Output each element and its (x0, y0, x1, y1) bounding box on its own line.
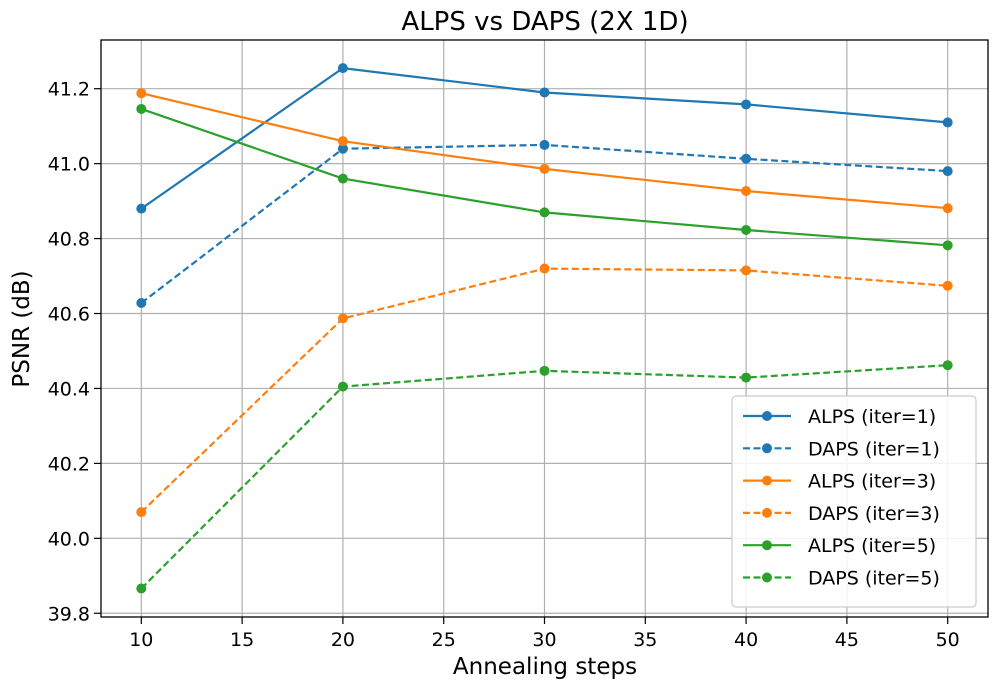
data-point (539, 139, 550, 150)
x-tick-label: 35 (633, 629, 657, 651)
legend-marker (762, 475, 772, 486)
data-point (942, 280, 953, 291)
data-point (942, 203, 953, 214)
data-point (539, 263, 550, 274)
legend-label: DAPS (iter=5) (808, 568, 940, 590)
data-point (539, 207, 550, 218)
data-point (136, 298, 147, 309)
data-point (136, 507, 147, 518)
legend-marker (762, 540, 772, 551)
data-point (539, 163, 550, 174)
x-tick-label: 30 (532, 629, 556, 651)
data-point (136, 583, 147, 594)
data-point (942, 360, 953, 371)
chart-title: ALPS vs DAPS (2X 1D) (401, 7, 688, 37)
x-tick-label: 10 (129, 629, 153, 651)
x-tick-label: 50 (936, 629, 960, 651)
data-point (741, 153, 752, 164)
data-point (942, 117, 953, 128)
x-tick-label: 25 (432, 629, 456, 651)
x-axis-label: Annealing steps (453, 654, 637, 680)
series-lines (136, 63, 953, 594)
data-point (741, 99, 752, 110)
data-point (741, 224, 752, 235)
legend: ALPS (iter=1) DAPS (iter=1) ALPS (iter=3) D… (731, 395, 977, 608)
axis-ticks: 10 15 20 25 30 35 40 45 50 39.8 40.0 40.2 40.4 40.6 40… (48, 79, 960, 651)
legend-marker (762, 572, 772, 583)
y-tick-label: 40.8 (48, 229, 90, 251)
data-point (136, 103, 147, 114)
legend-label: ALPS (iter=5) (808, 535, 936, 557)
data-point (539, 365, 550, 376)
y-tick-label: 40.2 (48, 453, 90, 475)
data-point (337, 136, 348, 147)
x-tick-label: 40 (734, 629, 758, 651)
data-point (337, 63, 348, 74)
legend-marker (762, 507, 772, 518)
data-point (136, 88, 147, 99)
y-tick-label: 41.2 (48, 79, 90, 101)
legend-label: ALPS (iter=3) (808, 471, 936, 493)
legend-label: ALPS (iter=1) (808, 406, 936, 428)
legend-box (731, 395, 977, 608)
legend-label: DAPS (iter=3) (808, 503, 940, 525)
data-point (539, 87, 550, 98)
x-tick-label: 20 (331, 629, 355, 651)
y-tick-label: 40.4 (48, 378, 90, 400)
data-point (136, 203, 147, 214)
legend-marker (762, 411, 772, 421)
x-tick-label: 45 (835, 629, 859, 651)
data-point (942, 166, 953, 177)
y-tick-label: 41.0 (48, 154, 90, 176)
y-tick-label: 39.8 (48, 603, 90, 625)
data-point (942, 240, 953, 251)
legend-label: DAPS (iter=1) (808, 438, 940, 460)
y-tick-label: 40.0 (48, 528, 90, 550)
data-point (741, 372, 752, 383)
data-point (337, 143, 348, 154)
data-point (337, 313, 348, 324)
data-point (337, 381, 348, 392)
x-tick-label: 15 (230, 629, 254, 651)
y-tick-label: 40.6 (48, 304, 90, 326)
legend-marker (762, 443, 772, 454)
y-axis-label: PSNR (dB) (9, 270, 35, 387)
data-point (337, 173, 348, 184)
data-point (741, 265, 752, 276)
data-point (741, 185, 752, 196)
